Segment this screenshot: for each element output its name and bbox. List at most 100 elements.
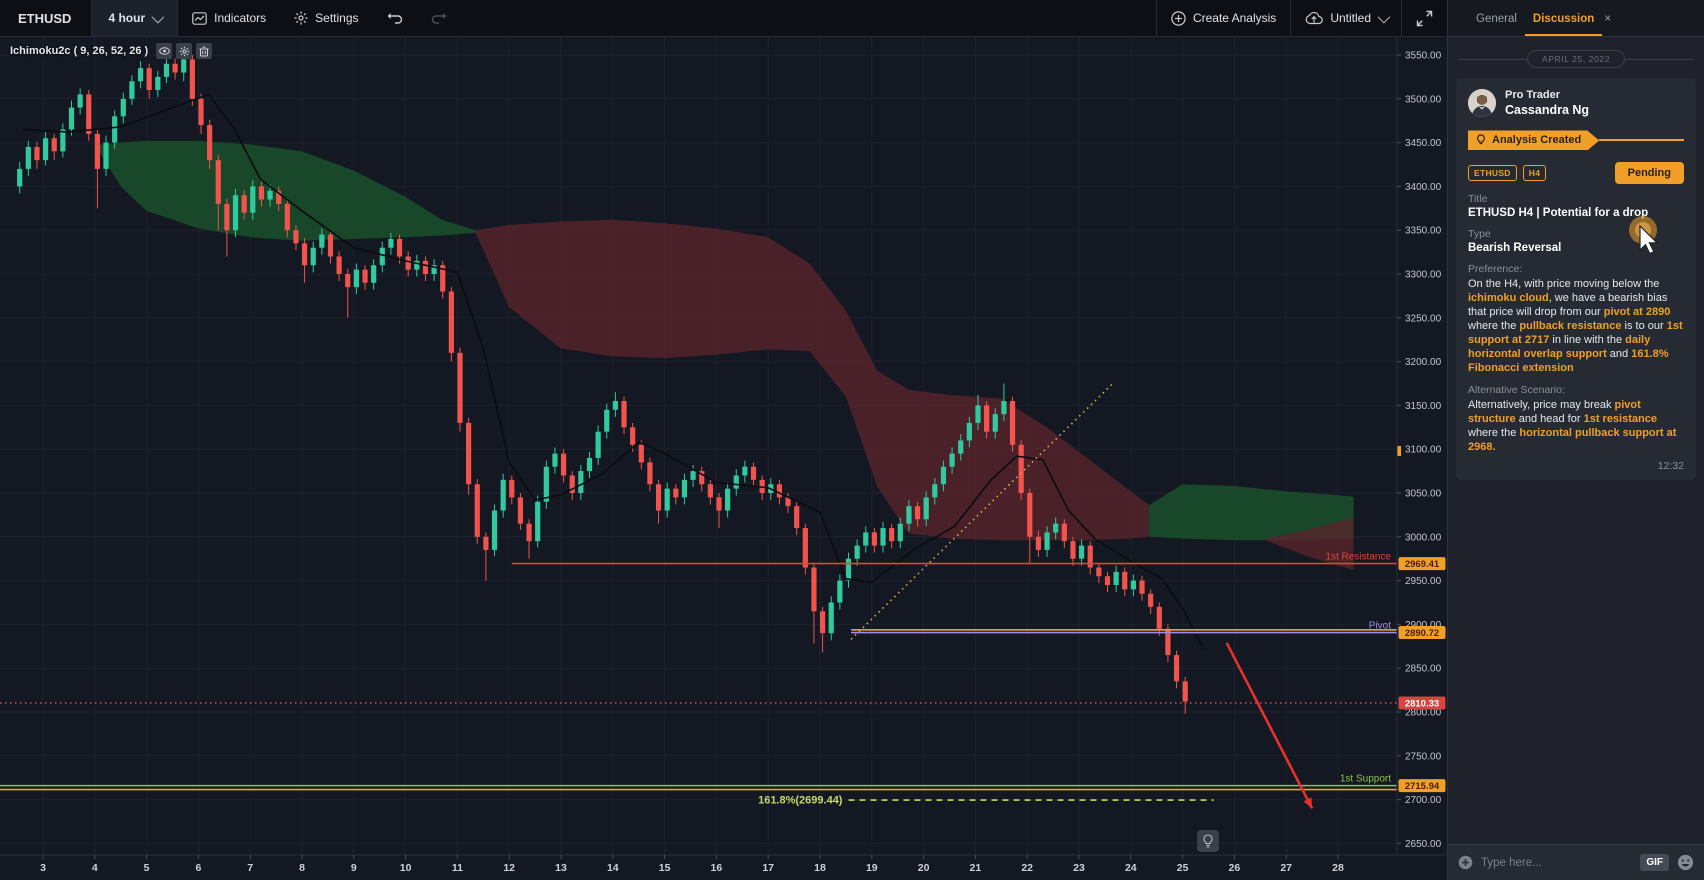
toolbar-separator — [91, 0, 93, 36]
undo-icon — [387, 12, 403, 24]
analysis-message-card: Pro Trader Cassandra Ng Analysis Created… — [1456, 78, 1696, 481]
svg-text:2810.33: 2810.33 — [1405, 698, 1439, 709]
toolbar-separator — [1401, 0, 1402, 36]
divider-line — [1458, 58, 1527, 60]
svg-text:22: 22 — [1021, 862, 1033, 874]
toolbar-separator — [177, 0, 179, 36]
svg-text:3: 3 — [40, 862, 46, 874]
title-label: Title — [1468, 193, 1488, 206]
close-tab-icon[interactable]: × — [1604, 11, 1612, 25]
svg-text:16: 16 — [711, 862, 723, 874]
svg-text:161.8%(2699.44): 161.8%(2699.44) — [758, 795, 843, 807]
indicator-settings-button[interactable] — [176, 43, 193, 59]
svg-text:19: 19 — [866, 862, 878, 874]
preference-label: Preference: — [1468, 263, 1523, 276]
timeframe-tag: H4 — [1522, 165, 1547, 182]
tab-general[interactable]: General — [1476, 13, 1517, 25]
svg-text:2715.94: 2715.94 — [1405, 781, 1440, 792]
date-divider: APRIL 25, 2022 — [1458, 50, 1695, 68]
svg-text:3350.00: 3350.00 — [1405, 226, 1442, 237]
message-input[interactable]: Type here... — [1481, 856, 1542, 869]
eye-icon — [158, 47, 170, 55]
svg-text:3550.00: 3550.00 — [1405, 51, 1442, 62]
svg-text:20: 20 — [918, 862, 930, 874]
svg-text:3400.00: 3400.00 — [1405, 182, 1442, 193]
svg-text:3300.00: 3300.00 — [1405, 270, 1442, 281]
svg-text:1st Support: 1st Support — [1340, 774, 1391, 785]
svg-text:12: 12 — [503, 862, 515, 874]
svg-text:10: 10 — [400, 862, 412, 874]
gear-icon — [294, 11, 308, 25]
analysis-idea-marker-button[interactable] — [1197, 830, 1219, 852]
tags-row: ETHUSD H4 Pending — [1468, 162, 1684, 185]
svg-text:3500.00: 3500.00 — [1405, 94, 1442, 105]
panel-tabs: General Discussion × — [1448, 0, 1704, 37]
status-badge[interactable]: Pending — [1614, 162, 1684, 185]
undo-button[interactable] — [373, 0, 417, 36]
svg-text:3100.00: 3100.00 — [1405, 445, 1442, 456]
timeframe-value: 4 hour — [108, 11, 146, 25]
svg-text:3050.00: 3050.00 — [1405, 489, 1442, 500]
redo-button[interactable] — [417, 0, 461, 36]
svg-text:2700.00: 2700.00 — [1405, 795, 1442, 806]
settings-button[interactable]: Settings — [280, 0, 372, 36]
redo-icon — [431, 12, 447, 24]
settings-label: Settings — [315, 11, 359, 25]
svg-text:18: 18 — [814, 862, 826, 874]
toolbar-separator — [1155, 0, 1157, 36]
svg-text:17: 17 — [762, 862, 774, 874]
gif-button[interactable]: GIF — [1640, 854, 1669, 871]
svg-text:15: 15 — [659, 862, 671, 874]
date-pill: APRIL 25, 2022 — [1526, 50, 1626, 68]
svg-text:14: 14 — [607, 862, 619, 874]
ribbon-row: Analysis Created — [1468, 130, 1684, 150]
alternative-label: Alternative Scenario: — [1468, 384, 1565, 397]
toolbar-separator — [1290, 0, 1292, 36]
indicator-legend: Ichimoku2c ( 9, 26, 52, 26 ) — [10, 43, 213, 59]
svg-text:2900.00: 2900.00 — [1405, 620, 1442, 631]
message-input-bar: Type here... GIF — [1448, 844, 1704, 880]
svg-text:23: 23 — [1073, 862, 1085, 874]
tab-discussion[interactable]: Discussion — [1524, 13, 1603, 36]
analysis-created-ribbon: Analysis Created — [1468, 130, 1599, 150]
chevron-down-icon — [1377, 10, 1391, 23]
top-toolbar: ETHUSD 4 hour Indicators Settings — [0, 0, 1447, 37]
alternative-text: Alternatively, price may break pivot str… — [1468, 399, 1677, 454]
svg-text:7: 7 — [247, 862, 253, 874]
svg-text:Pivot: Pivot — [1369, 621, 1391, 632]
svg-text:8: 8 — [299, 862, 305, 874]
svg-text:6: 6 — [195, 862, 201, 874]
message-timestamp: 12:32 — [1657, 460, 1684, 473]
svg-text:4: 4 — [92, 862, 98, 874]
gear-icon — [179, 46, 189, 56]
chevron-down-icon — [151, 10, 165, 23]
discussion-panel: General Discussion × APRIL 25, 2022 Pro … — [1447, 0, 1704, 880]
svg-text:26: 26 — [1229, 862, 1241, 874]
fullscreen-button[interactable] — [1402, 0, 1447, 36]
emoji-icon[interactable] — [1677, 854, 1694, 871]
svg-text:3450.00: 3450.00 — [1405, 138, 1442, 149]
trash-icon — [199, 46, 209, 56]
svg-text:28: 28 — [1332, 862, 1344, 874]
indicators-button[interactable]: Indicators — [178, 0, 280, 36]
plus-circle-icon — [1171, 10, 1186, 26]
save-layout-dropdown[interactable]: Untitled — [1291, 0, 1401, 36]
indicator-visibility-button[interactable] — [156, 43, 173, 59]
indicators-icon — [192, 11, 207, 25]
price-chart[interactable]: Ichimoku2c ( 9, 26, 52, 26 ) 1st Resista… — [0, 37, 1447, 880]
svg-text:2850.00: 2850.00 — [1405, 664, 1442, 675]
chart-canvas[interactable]: 1st Resistance Pivot 1st Support 161.8%(269… — [0, 37, 1447, 880]
timeframe-dropdown[interactable]: 4 hour — [92, 0, 178, 36]
avatar[interactable] — [1468, 89, 1496, 118]
create-analysis-button[interactable]: Create Analysis — [1157, 0, 1290, 36]
svg-text:9: 9 — [351, 862, 357, 874]
indicator-name: Ichimoku2c ( 9, 26, 52, 26 ) — [10, 45, 149, 57]
svg-text:11: 11 — [452, 862, 463, 874]
divider-line — [1625, 58, 1695, 60]
cloud-upload-icon — [1305, 11, 1324, 25]
attach-plus-icon[interactable] — [1458, 855, 1473, 870]
svg-text:27: 27 — [1280, 862, 1292, 874]
ribbon-line — [1599, 139, 1684, 142]
indicator-delete-button[interactable] — [196, 43, 213, 59]
